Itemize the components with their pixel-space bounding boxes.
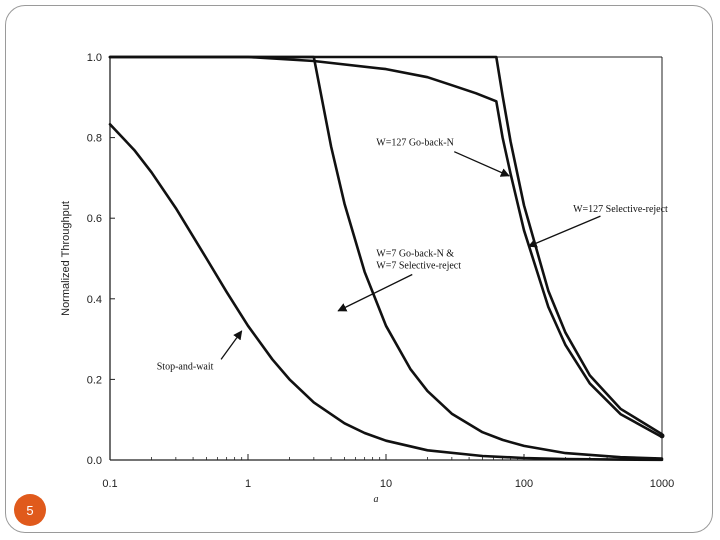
y-tick-label: 1.0 <box>87 52 102 64</box>
y-tick-label: 0.8 <box>87 133 102 145</box>
annotation-label: W=127 Go-back-N <box>376 138 454 149</box>
annotation-label: W=7 Go-back-N & W=7 Selective-reject <box>376 248 461 271</box>
y-axis-label: Normalized Throughput <box>60 201 72 316</box>
y-tick-label: 0.2 <box>87 374 102 386</box>
x-tick-label: 100 <box>515 478 533 490</box>
x-tick-label: 1000 <box>650 478 674 490</box>
annotation-arrow <box>220 330 243 360</box>
page-number-badge: 5 <box>14 494 46 526</box>
x-tick-label: 10 <box>380 478 392 490</box>
annotation-line: W=127 Go-back-N <box>376 138 454 149</box>
annotation-arrow <box>527 215 601 248</box>
annotation-line: W=7 Go-back-N & <box>376 248 454 259</box>
annotation-line: Stop-and-wait <box>157 361 214 372</box>
y-tick-label: 0.4 <box>87 294 102 306</box>
annotation-arrow <box>337 273 413 312</box>
series-end-point <box>659 433 665 439</box>
x-tick-label: 0.1 <box>102 478 117 490</box>
annotation-arrow <box>453 151 510 177</box>
series-line-3 <box>108 55 664 439</box>
annotation-line: W=127 Selective-reject <box>573 204 668 215</box>
x-tick-label: 1 <box>245 478 251 490</box>
annotation-label: Stop-and-wait <box>157 361 214 372</box>
y-tick-label: 0.6 <box>87 213 102 225</box>
annotation-line: W=7 Selective-reject <box>376 260 461 271</box>
y-tick-label: 0.0 <box>87 455 102 467</box>
annotation-label: W=127 Selective-reject <box>573 204 668 215</box>
slide-frame <box>5 5 713 533</box>
series-line-1 <box>108 123 664 462</box>
x-axis-label: a <box>374 494 379 505</box>
page-number: 5 <box>26 502 34 518</box>
series-line-4 <box>108 55 664 436</box>
